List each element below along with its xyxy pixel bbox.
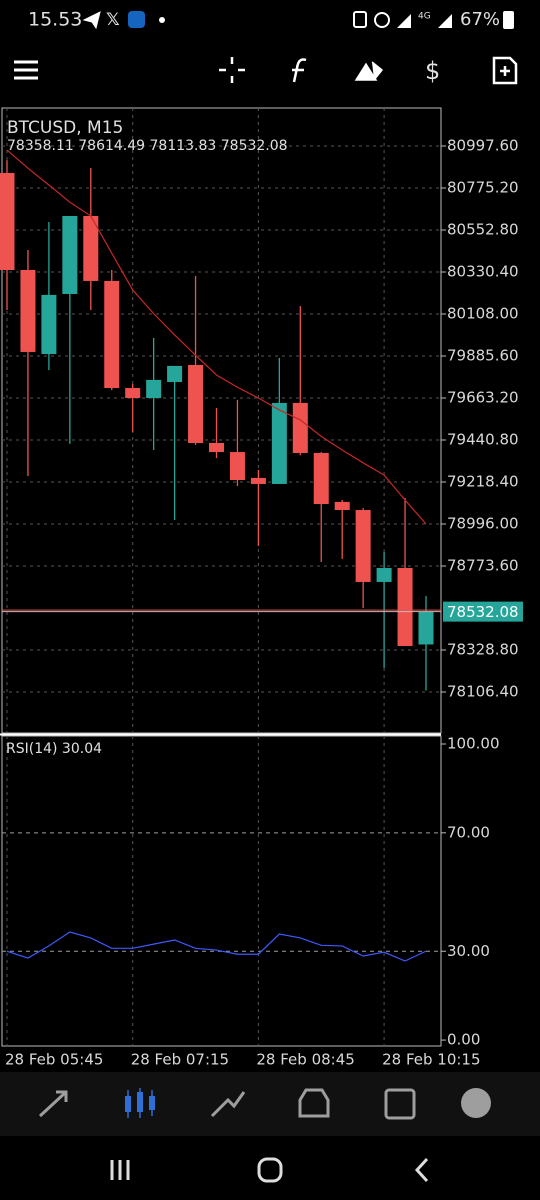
candle-body: [0, 173, 15, 270]
x-tick-label: 28 Feb 05:45: [5, 1051, 103, 1069]
candle-body: [83, 215, 99, 281]
messages-tab[interactable]: [461, 1088, 491, 1118]
news-tab[interactable]: [384, 1088, 416, 1120]
app-icon: [128, 11, 145, 28]
y-tick-label: 78773.60: [447, 556, 519, 574]
telegram-icon: [82, 11, 101, 30]
candle-body: [104, 280, 120, 389]
network-type: 4G: [418, 12, 431, 22]
candle-body: [292, 402, 308, 453]
candle-body: [146, 379, 162, 399]
y-tick-label: 80108.00: [447, 304, 519, 322]
new-order-button[interactable]: [492, 56, 518, 85]
recents-button[interactable]: [110, 1160, 130, 1180]
y-tick-label: 80552.80: [447, 220, 519, 238]
y-tick-label: 100.00: [447, 734, 500, 752]
candle-body: [167, 365, 183, 382]
candle-body: [355, 510, 371, 582]
y-tick-label: 79663.20: [447, 388, 519, 406]
quotes-tab[interactable]: [38, 1090, 68, 1118]
status-icons: 𝕏: [82, 10, 514, 30]
moving-average: [6, 149, 427, 525]
lock-icon: [353, 11, 367, 28]
candle-body: [41, 294, 57, 355]
y-tick-label: 70.00: [447, 823, 490, 841]
trade-tab[interactable]: [210, 1091, 246, 1118]
crosshair-button[interactable]: [219, 57, 245, 83]
history-tab[interactable]: [298, 1088, 330, 1118]
menu-button[interactable]: [14, 60, 38, 80]
y-tick-label: 79885.60: [447, 346, 519, 364]
x-tick-label: 28 Feb 08:45: [256, 1051, 354, 1069]
candle-body: [313, 452, 329, 504]
battery-level: 67%: [460, 9, 500, 30]
status-time: 15.53: [28, 9, 82, 31]
rsi-line: [6, 931, 427, 962]
last-price-tag: [443, 601, 523, 622]
candle-body: [250, 477, 266, 484]
indicator-button[interactable]: [292, 58, 307, 83]
objects-button[interactable]: [354, 61, 384, 81]
battery-icon: [503, 11, 514, 29]
candle-body: [62, 215, 78, 294]
y-tick-label: 0.00: [447, 1031, 480, 1049]
candle-body: [397, 568, 413, 646]
y-tick-label: 79218.40: [447, 472, 519, 490]
nav-icons: [38, 1088, 491, 1120]
chart-tab[interactable]: [125, 1088, 155, 1118]
alarm-icon: [374, 12, 390, 28]
candle-body: [334, 501, 350, 511]
candle-body: [271, 402, 287, 484]
candle-body: [229, 452, 245, 480]
y-tick-label: 30.00: [447, 942, 490, 960]
y-tick-label: 78328.80: [447, 641, 519, 659]
symbol-title: BTCUSD, M15: [7, 118, 123, 138]
y-tick-label: 80775.20: [447, 178, 519, 196]
candle-body: [209, 442, 224, 453]
signal-icon: [438, 14, 452, 28]
y-tick-label: 78996.00: [447, 514, 519, 532]
system-nav: [110, 1157, 429, 1183]
candle-body: [376, 568, 392, 582]
candle-body: [418, 611, 434, 645]
dot: [159, 17, 165, 23]
y-tick-label: 80330.40: [447, 262, 519, 280]
toolbar: $: [14, 56, 518, 85]
home-button[interactable]: [257, 1157, 283, 1183]
back-button[interactable]: [414, 1157, 429, 1183]
y-tick-label: 79440.80: [447, 430, 519, 448]
icon-part: [127, 1088, 153, 1118]
y-tick-label: 80997.60: [447, 136, 519, 154]
x-tick-label: 28 Feb 07:15: [131, 1051, 229, 1069]
rsi-frame: [1, 735, 442, 1047]
x-icon: 𝕏: [106, 10, 120, 30]
x-tick-label: 28 Feb 10:15: [382, 1051, 480, 1069]
trade-button[interactable]: $: [425, 57, 440, 85]
y-tick-label: 78106.40: [447, 683, 519, 701]
bottom-nav: [0, 1072, 540, 1136]
candle-body: [20, 269, 36, 352]
rsi-title: RSI(14) 30.04: [6, 741, 102, 757]
candle-body: [188, 364, 204, 443]
price-frame: [1, 107, 442, 734]
candle-body: [125, 388, 141, 399]
last-price-label: 78532.08: [447, 603, 519, 621]
signal-icon: [397, 14, 411, 28]
ohlc-text: 78358.11 78614.49 78113.83 78532.08: [7, 138, 288, 154]
